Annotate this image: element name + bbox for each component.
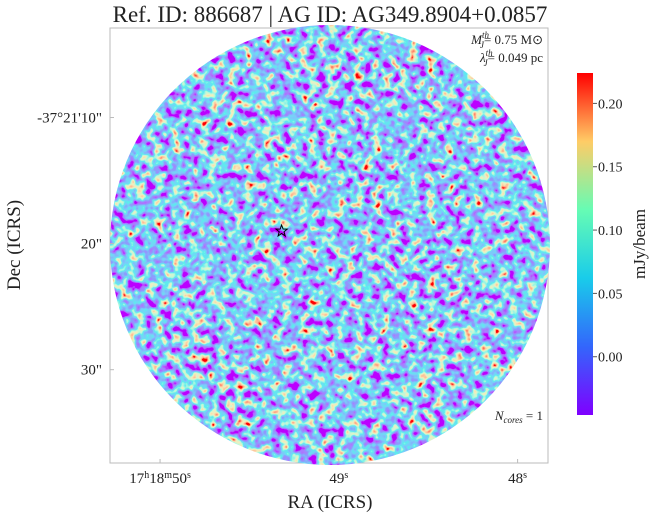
title: Ref. ID: 886687 | AG ID: AG349.8904+0.08… xyxy=(113,2,548,27)
annotation-sub: J xyxy=(484,58,489,68)
x-tick-label: 48s xyxy=(508,470,527,488)
x-tick-label: 17h18m50s xyxy=(129,470,191,488)
annotation-base: λ xyxy=(479,50,486,65)
y-tick-label: 20" xyxy=(81,237,102,253)
y-label: Dec (ICRS) xyxy=(4,200,25,290)
intensity-map xyxy=(110,25,550,465)
x-label: RA (ICRS) xyxy=(288,492,373,513)
annotation-base: N xyxy=(494,408,505,423)
annotation: Mth J= 0.75 M⊙ xyxy=(470,30,543,50)
core-marker xyxy=(274,223,289,238)
annotation-text: = 0.049 pc xyxy=(488,50,544,65)
annotation: Ncores = 1 xyxy=(494,408,543,425)
annotation-text: = 1 xyxy=(523,408,543,423)
colorbar-tick-label: 0.15 xyxy=(598,161,623,176)
colorbar-label: mJy/beam xyxy=(630,209,649,279)
annotation-sup: th xyxy=(486,48,494,58)
annotation-text: = 0.75 M⊙ xyxy=(484,32,543,47)
colorbar-tick-label: 0.10 xyxy=(598,224,623,239)
colorbar xyxy=(577,73,593,415)
y-tick-label: 30" xyxy=(81,363,102,379)
colorbar-tick-label: 0.05 xyxy=(598,287,623,302)
annotation-sup: th xyxy=(482,30,490,40)
annotation-base: M xyxy=(470,32,483,47)
colorbar-tick-label: 0.20 xyxy=(598,97,623,112)
y-tick-label: -37°21'10" xyxy=(37,111,102,127)
annotation-sub: cores xyxy=(503,415,523,425)
annotation: λth J= 0.049 pc xyxy=(479,48,543,68)
annotation-sub: J xyxy=(480,40,485,50)
x-tick-label: 49s xyxy=(329,470,348,488)
colorbar-tick-label: 0.00 xyxy=(598,351,623,366)
